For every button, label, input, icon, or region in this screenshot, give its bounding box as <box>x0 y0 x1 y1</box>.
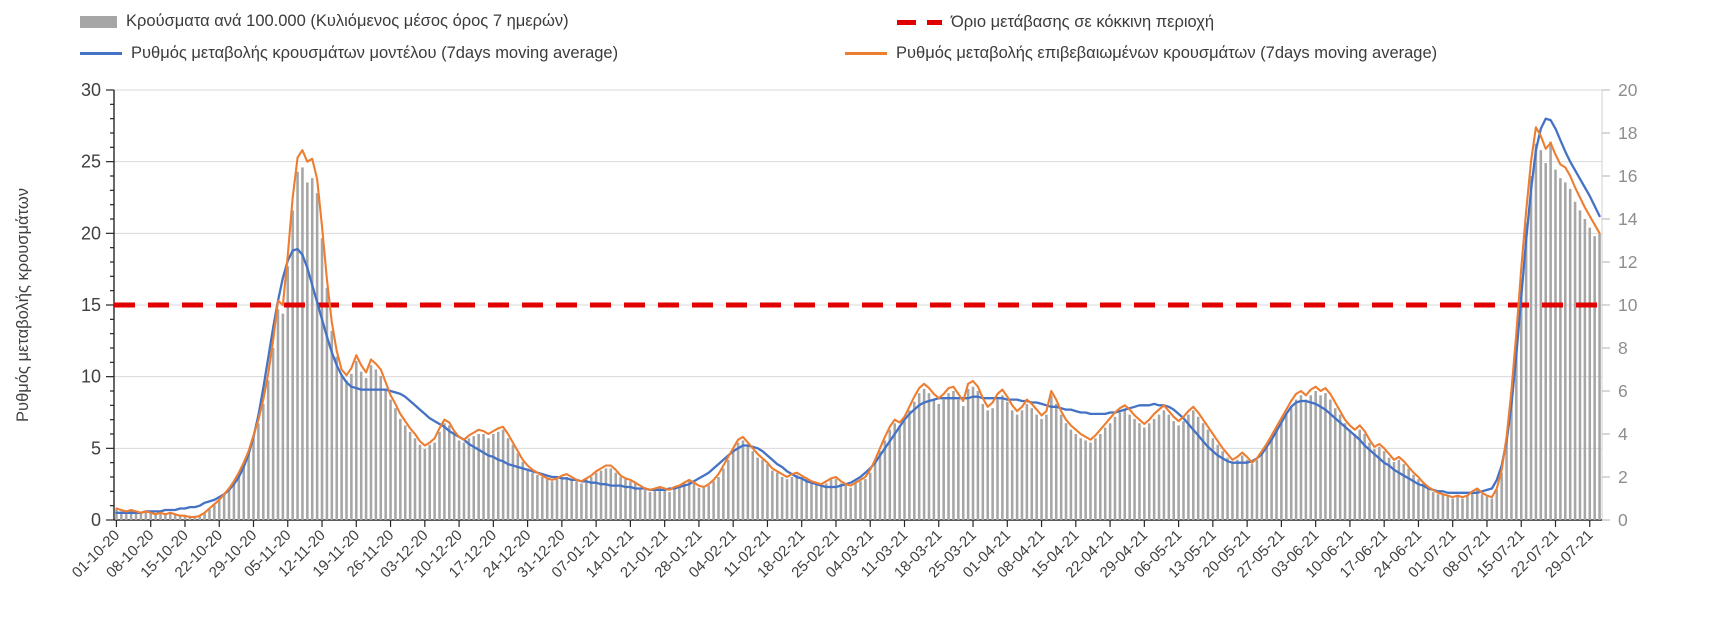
svg-text:15: 15 <box>81 295 101 315</box>
legend-bar-swatch-icon <box>80 15 117 28</box>
legend-label-cases-per-100k: Κρούσματα ανά 100.000 (Κυλιόμενος μέσος … <box>126 12 569 30</box>
left-axis-title: Ρυθμός μεταβολής κρουσμάτων <box>14 188 32 422</box>
legend-confirmed-line-icon <box>845 52 887 55</box>
svg-text:2: 2 <box>1618 467 1628 487</box>
legend-label-threshold: Όριο μετάβασης σε κόκκινη περιοχή <box>951 13 1215 31</box>
svg-text:5: 5 <box>91 438 101 458</box>
right-y-axis: 0 2 4 6 8 10 12 14 16 18 20 <box>1601 80 1638 530</box>
svg-text:18: 18 <box>1618 123 1637 143</box>
legend-label-confirmed-rate: Ρυθμός μεταβολής επιβεβαιωμένων κρουσμάτ… <box>896 44 1438 62</box>
left-y-axis: 0 5 10 15 20 25 30 <box>81 80 115 530</box>
svg-text:6: 6 <box>1618 381 1628 401</box>
svg-text:10: 10 <box>1618 295 1638 315</box>
svg-text:16: 16 <box>1618 166 1637 186</box>
legend-item-confirmed-rate: Ρυθμός μεταβολής επιβεβαιωμένων κρουσμάτ… <box>845 44 1437 63</box>
svg-text:20: 20 <box>81 223 101 243</box>
legend-model-line-icon <box>80 52 122 55</box>
svg-text:0: 0 <box>1618 510 1628 530</box>
svg-text:0: 0 <box>91 510 101 530</box>
svg-text:25: 25 <box>81 152 101 172</box>
legend-item-cases-per-100k: Κρούσματα ανά 100.000 (Κυλιόμενος μέσος … <box>80 12 569 31</box>
legend-item-model-rate: Ρυθμός μεταβολής κρουσμάτων μοντέλου (7d… <box>80 44 618 63</box>
svg-text:20: 20 <box>1618 80 1638 100</box>
x-axis: 01-10-2008-10-2015-10-2022-10-2029-10-20… <box>69 519 1602 581</box>
svg-text:8: 8 <box>1618 338 1628 358</box>
svg-text:4: 4 <box>1618 424 1628 444</box>
confirmed-rate-line <box>115 126 1601 519</box>
svg-text:14: 14 <box>1618 209 1638 229</box>
legend-threshold-dash-icon <box>897 20 942 25</box>
svg-text:10: 10 <box>81 367 101 387</box>
svg-text:12: 12 <box>1618 252 1637 272</box>
bars-series-cases-per-100k <box>115 141 1601 521</box>
model-rate-line <box>115 117 1601 514</box>
legend-item-threshold: Όριο μετάβασης σε κόκκινη περιοχή <box>897 13 1214 32</box>
svg-text:30: 30 <box>81 80 101 100</box>
legend-label-model-rate: Ρυθμός μεταβολής κρουσμάτων μοντέλου (7d… <box>131 44 619 62</box>
